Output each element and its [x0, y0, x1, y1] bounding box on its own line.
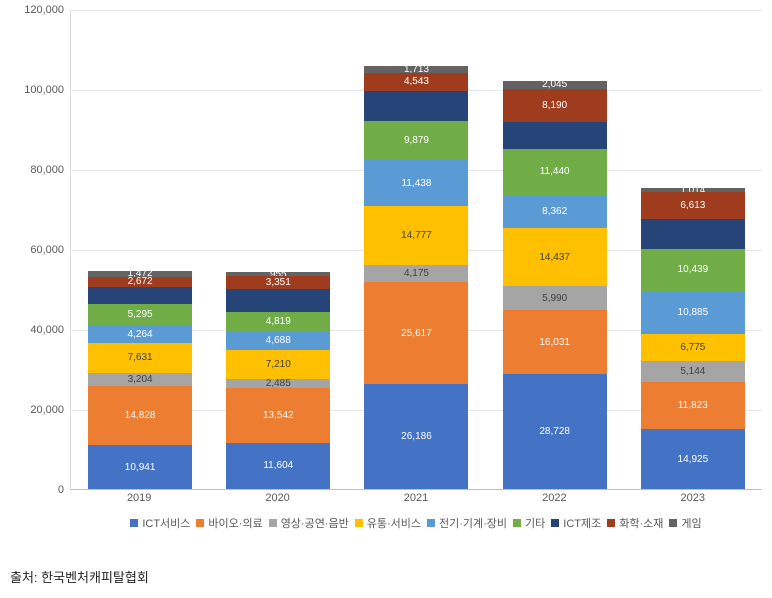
bar-segment: 4,819	[226, 312, 330, 331]
bar-segment: 10,885	[641, 291, 745, 335]
y-tick-label: 80,000	[10, 164, 70, 176]
y-tick-label: 20,000	[10, 404, 70, 416]
y-axis: 020,00040,00060,00080,000100,000120,000	[10, 10, 70, 490]
bar-segment	[364, 91, 468, 121]
bar-segment: 5,295	[88, 304, 192, 325]
bar-segment	[88, 287, 192, 304]
bar-group: 28,72816,0315,99014,4378,36211,440 8,1902…	[503, 81, 607, 489]
bar-segment: 5,990	[503, 286, 607, 310]
legend-swatch	[427, 519, 435, 527]
legend-item: ICT제조	[551, 515, 601, 531]
bar-segment: 11,604	[226, 443, 330, 489]
bar-segment: 14,437	[503, 228, 607, 286]
bar-segment: 8,362	[503, 195, 607, 228]
x-axis-label: 2023	[641, 492, 745, 512]
legend-label: 전기·기계·장비	[439, 515, 507, 531]
legend-item: 게임	[669, 515, 701, 531]
bar-group: 11,60413,5422,4857,2104,6884,8193,351955	[226, 272, 330, 489]
legend-label: ICT서비스	[142, 515, 190, 531]
plot-area: 10,94114,8283,2047,6314,2645,2952,6721,4…	[70, 10, 762, 490]
bar-segment: 1,713	[364, 66, 468, 73]
source-value: 한국벤처캐피탈협회	[41, 570, 149, 585]
bar-segment: 3,204	[88, 373, 192, 386]
bar-segment: 11,440	[503, 149, 607, 195]
y-tick-label: 120,000	[10, 4, 70, 16]
bar-segment: 4,543	[364, 73, 468, 91]
legend-item: 기타	[513, 515, 545, 531]
legend-swatch	[196, 519, 204, 527]
legend-swatch	[669, 519, 677, 527]
bar-segment: 14,777	[364, 206, 468, 265]
bar-segment: 10,439	[641, 249, 745, 291]
source-line: 출처: 한국벤처캐피탈협회	[10, 567, 149, 586]
legend-item: 전기·기계·장비	[427, 515, 507, 531]
bar-segment: 11,823	[641, 382, 745, 429]
legend-swatch	[130, 519, 138, 527]
bar-segment: 11,438	[364, 160, 468, 206]
bar-segment: 6,613	[641, 192, 745, 218]
legend-swatch	[513, 519, 521, 527]
bar-segment	[641, 219, 745, 249]
legend-swatch	[269, 519, 277, 527]
x-axis: 2019 2020 2021 2022 2023	[70, 492, 762, 512]
bar-group: 14,92511,8235,1446,77510,88510,4396,6131…	[641, 188, 745, 489]
legend-label: 화학·소재	[619, 515, 663, 531]
x-axis-label: 2022	[502, 492, 606, 512]
legend-item: 영상·공연·음반	[269, 515, 349, 531]
bar-segment: 4,688	[226, 331, 330, 350]
x-axis-label: 2020	[226, 492, 330, 512]
bar-segment: 2,045	[503, 81, 607, 89]
legend-label: 영상·공연·음반	[281, 515, 349, 531]
bar-segment: 3,351	[226, 276, 330, 289]
bar-segment: 9,879	[364, 121, 468, 161]
x-axis-label: 2019	[87, 492, 191, 512]
bar-segment: 16,031	[503, 310, 607, 374]
bar-segment: 7,631	[88, 343, 192, 374]
bar-segment: 4,264	[88, 326, 192, 343]
y-tick-label: 0	[10, 484, 70, 496]
legend-item: 바이오·의료	[196, 515, 262, 531]
bars-area: 10,94114,8283,2047,6314,2645,2952,6721,4…	[71, 10, 762, 489]
bar-segment: 4,175	[364, 265, 468, 282]
legend-swatch	[607, 519, 615, 527]
x-axis-label: 2021	[364, 492, 468, 512]
legend-label: 게임	[681, 515, 701, 531]
legend: ICT서비스 바이오·의료 영상·공연·음반 유통·서비스 전기·기계·장비 기타 ICT제…	[70, 515, 762, 531]
bar-segment: 7,210	[226, 350, 330, 379]
legend-label: 유통·서비스	[367, 515, 421, 531]
bar-segment: 14,925	[641, 429, 745, 489]
bar-segment: 10,941	[88, 445, 192, 489]
bar-segment: 13,542	[226, 388, 330, 442]
bar-group: 26,18625,6174,17514,77711,4389,879 4,5431…	[364, 66, 468, 489]
legend-item: ICT서비스	[130, 515, 190, 531]
bar-segment: 14,828	[88, 386, 192, 445]
chart-container: 020,00040,00060,00080,000100,000120,000 …	[10, 10, 762, 530]
bar-segment	[226, 289, 330, 311]
y-tick-label: 60,000	[10, 244, 70, 256]
bar-segment: 6,775	[641, 334, 745, 361]
bar-segment: 2,672	[88, 277, 192, 288]
bar-segment: 2,485	[226, 379, 330, 389]
bar-segment: 26,186	[364, 384, 468, 489]
legend-item: 화학·소재	[607, 515, 663, 531]
legend-item: 유통·서비스	[355, 515, 421, 531]
y-tick-label: 100,000	[10, 84, 70, 96]
bar-group: 10,94114,8283,2047,6314,2645,2952,6721,4…	[88, 271, 192, 489]
legend-label: 바이오·의료	[208, 515, 262, 531]
y-tick-label: 40,000	[10, 324, 70, 336]
bar-segment	[503, 122, 607, 150]
bar-segment: 25,617	[364, 282, 468, 384]
bar-segment: 5,144	[641, 361, 745, 382]
source-label: 출처:	[10, 570, 38, 585]
legend-swatch	[551, 519, 559, 527]
bar-segment: 8,190	[503, 89, 607, 122]
legend-label: 기타	[525, 515, 545, 531]
legend-swatch	[355, 519, 363, 527]
legend-label: ICT제조	[563, 515, 601, 531]
bar-segment: 28,728	[503, 374, 607, 489]
